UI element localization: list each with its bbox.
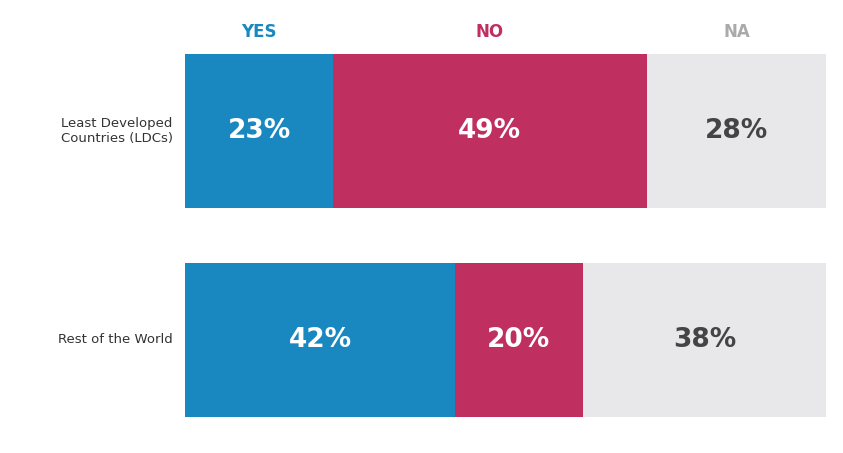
- FancyBboxPatch shape: [185, 54, 333, 208]
- Text: NA: NA: [723, 23, 749, 41]
- Text: 28%: 28%: [705, 118, 768, 145]
- FancyBboxPatch shape: [583, 263, 826, 417]
- Text: NO: NO: [475, 23, 504, 41]
- FancyBboxPatch shape: [647, 54, 826, 208]
- Text: 42%: 42%: [288, 327, 352, 353]
- FancyBboxPatch shape: [454, 263, 583, 417]
- Text: 49%: 49%: [459, 118, 521, 145]
- Text: 23%: 23%: [228, 118, 291, 145]
- FancyBboxPatch shape: [333, 54, 647, 208]
- Text: Rest of the World: Rest of the World: [58, 333, 173, 346]
- Text: YES: YES: [241, 23, 277, 41]
- FancyBboxPatch shape: [185, 263, 454, 417]
- Text: 20%: 20%: [487, 327, 550, 353]
- Text: 38%: 38%: [673, 327, 736, 353]
- Text: Least Developed
Countries (LDCs): Least Developed Countries (LDCs): [61, 117, 173, 145]
